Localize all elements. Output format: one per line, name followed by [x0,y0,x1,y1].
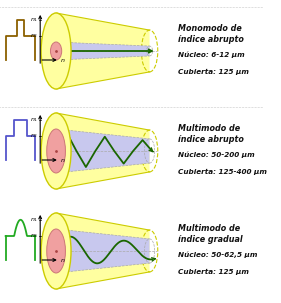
Text: Núcleo: 50-62,5 μm: Núcleo: 50-62,5 μm [178,251,257,258]
Polygon shape [56,213,149,289]
Ellipse shape [51,42,62,60]
Polygon shape [56,129,149,173]
Text: Monomodo de
índice abrupto: Monomodo de índice abrupto [178,24,243,44]
Ellipse shape [41,13,71,89]
Ellipse shape [47,129,65,173]
Polygon shape [56,113,149,189]
Polygon shape [56,42,149,60]
Text: Multimodo de
índice gradual: Multimodo de índice gradual [178,224,242,244]
Text: Cubierta: 125 μm: Cubierta: 125 μm [178,69,248,75]
Ellipse shape [41,213,71,289]
Text: $n$: $n$ [60,257,66,264]
Polygon shape [56,229,149,273]
Text: Cubierta: 125 μm: Cubierta: 125 μm [178,269,248,275]
Text: $n_1$: $n_1$ [30,16,38,24]
Polygon shape [56,13,149,89]
Text: $n$: $n$ [60,56,66,64]
Ellipse shape [47,229,65,273]
Text: Núcleo: 50-200 μm: Núcleo: 50-200 μm [178,152,254,158]
Ellipse shape [41,113,71,189]
Text: $n_2$: $n_2$ [30,32,38,40]
Text: Núcleo: 6-12 μm: Núcleo: 6-12 μm [178,52,244,58]
Text: $n_1$: $n_1$ [30,216,38,224]
Text: $n_1$: $n_1$ [30,116,38,124]
Text: Multimodo de
índice abrupto: Multimodo de índice abrupto [178,124,243,144]
Text: $n_2$: $n_2$ [30,232,38,240]
Text: Cubierta: 125-400 μm: Cubierta: 125-400 μm [178,169,266,175]
Text: $n_2$: $n_2$ [30,132,38,140]
Text: $n$: $n$ [60,157,66,164]
